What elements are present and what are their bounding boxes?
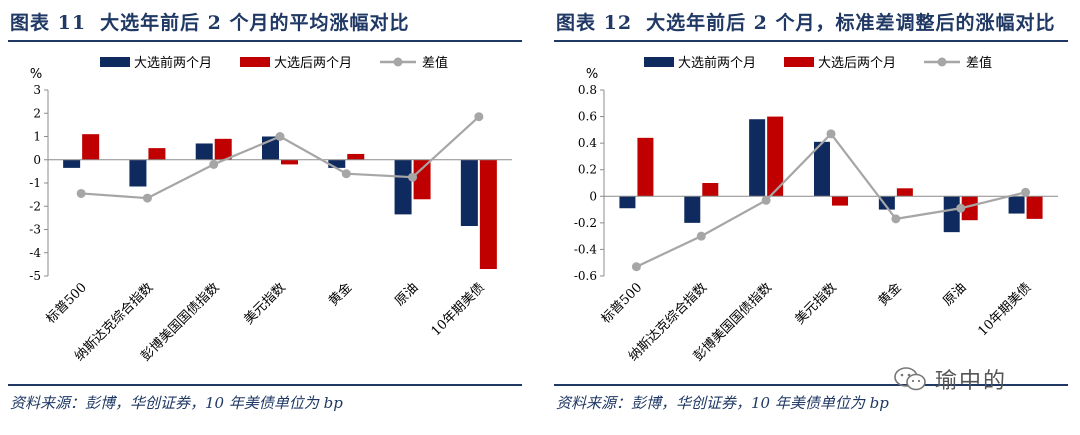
y-tick-label: 0.8 <box>578 83 597 97</box>
bar-before-4 <box>878 196 895 210</box>
diff-point-5 <box>956 203 966 213</box>
bar-before-4 <box>328 159 346 168</box>
bar-after-6 <box>479 159 497 270</box>
x-tick-label-5: 原油 <box>941 280 970 309</box>
diff-point-0 <box>631 262 641 272</box>
diff-point-3 <box>826 129 836 139</box>
y-tick-label: -4 <box>29 246 41 260</box>
bar-before-1 <box>684 196 701 223</box>
diff-point-0 <box>76 188 86 198</box>
diff-point-6 <box>474 112 484 122</box>
source-rule <box>8 384 522 386</box>
chart-title-12: 图表 12 大选年前后 2 个月，标准差调整后的涨幅对比 <box>556 12 1056 34</box>
legend-label-after: 大选后两个月 <box>274 56 352 71</box>
bar-before-0 <box>63 159 81 168</box>
source-note-11: 资料来源：彭博，华创证券，10 年美债单位为 bp <box>10 394 343 412</box>
legend-swatch-before <box>644 57 674 67</box>
bar-after-1 <box>702 183 719 197</box>
y-axis-label: % <box>586 67 598 82</box>
x-tick-label-0: 标普500 <box>43 280 90 327</box>
legend-label-before: 大选前两个月 <box>134 55 212 71</box>
diff-point-4 <box>341 169 351 179</box>
legend-marker-diff <box>937 57 947 67</box>
bar-after-3 <box>281 159 298 165</box>
bar-after-4 <box>896 188 913 197</box>
y-tick-label: 0.6 <box>578 110 597 124</box>
legend-label-after: 大选后两个月 <box>818 56 896 71</box>
diff-point-4 <box>891 214 901 224</box>
y-axis-label: % <box>30 67 42 82</box>
bar-before-2 <box>195 143 213 160</box>
chart-12: 大选前两个月 大选后两个月 差值%0.8 0.6 0.4 0.2 0 -0.2 -0.4 -0.6… <box>574 55 1058 364</box>
diff-point-2 <box>761 195 771 205</box>
y-tick-label: -2 <box>29 199 41 213</box>
diff-point-5 <box>408 172 418 182</box>
x-tick-label-0: 标普500 <box>599 280 646 327</box>
bar-after-5 <box>413 159 431 200</box>
title-rule <box>554 40 1068 42</box>
bar-before-5 <box>943 196 960 233</box>
bar-before-0 <box>619 196 636 209</box>
bar-before-3 <box>814 141 830 197</box>
source-note-12: 资料来源：彭博，华创证券，10 年美债单位为 bp <box>556 394 889 412</box>
source-rule <box>554 384 1068 386</box>
legend-marker-diff <box>393 57 403 67</box>
y-tick-label: 0.2 <box>578 163 597 177</box>
watermark-text: 瑜中的 <box>935 369 1008 394</box>
bar-after-6 <box>1026 196 1043 219</box>
watermark: 瑜中的 <box>893 362 1073 396</box>
y-tick-label: 2 <box>33 106 41 120</box>
legend-label-before: 大选前两个月 <box>678 55 756 71</box>
legend-swatch-after <box>784 57 814 67</box>
y-tick-label: -1 <box>29 176 41 190</box>
y-tick-label: -5 <box>29 269 41 283</box>
bar-before-6 <box>460 159 478 227</box>
legend-swatch-after <box>240 57 270 67</box>
y-tick-label: -0.4 <box>574 242 598 256</box>
bar-before-6 <box>1008 196 1025 214</box>
x-tick-label-6: 10年期美债 <box>975 280 1034 339</box>
bar-after-0 <box>82 134 100 160</box>
wechat-icon <box>894 367 926 391</box>
chart-title-11: 图表 11 大选年前后 2 个月的平均涨幅对比 <box>10 12 410 34</box>
x-tick-label-4: 黄金 <box>875 280 905 310</box>
diff-point-3 <box>275 132 285 141</box>
y-tick-label: 0.4 <box>578 136 597 150</box>
legend-swatch-before <box>100 57 130 67</box>
bar-before-1 <box>129 159 147 187</box>
y-tick-label: 0 <box>33 153 41 167</box>
chart-11: 大选前两个月 大选后两个月 差值%3210-1-2-3-4-5标普500纳斯达克综合… <box>29 55 512 364</box>
y-tick-label: 0 <box>589 189 597 203</box>
bar-after-4 <box>347 153 365 160</box>
legend-label-diff: 差值 <box>966 55 992 71</box>
bar-after-2 <box>767 116 784 197</box>
y-tick-label: -0.2 <box>574 216 597 230</box>
x-tick-label-4: 黄金 <box>325 280 355 310</box>
diff-point-1 <box>696 231 706 241</box>
y-tick-label: 3 <box>33 83 41 97</box>
chart-panel-11: 图表 11 大选年前后 2 个月的平均涨幅对比 大选前两个月 大选后两个月 差值% 3 2… <box>0 0 530 435</box>
chart-panel-12: 图表 12 大选年前后 2 个月，标准差调整后的涨幅对比 大选前两个月 大选后两个月… <box>546 0 1076 435</box>
bar-after-2 <box>214 138 232 160</box>
x-tick-label-6: 10年期美债 <box>429 280 488 339</box>
bar-before-2 <box>749 119 766 197</box>
diff-point-2 <box>209 159 219 169</box>
bar-before-5 <box>394 159 412 215</box>
x-tick-label-5: 原油 <box>392 280 421 309</box>
diff-point-6 <box>1021 187 1031 197</box>
bar-after-1 <box>148 148 166 160</box>
x-tick-label-3: 美元指数 <box>241 280 288 327</box>
x-tick-label-3: 美元指数 <box>792 280 839 327</box>
legend-label-diff: 差值 <box>422 55 448 71</box>
diff-point-1 <box>142 193 152 203</box>
y-tick-label: -3 <box>29 223 41 237</box>
bar-after-5 <box>961 196 978 221</box>
bar-after-3 <box>832 196 848 206</box>
y-tick-label: -0.6 <box>574 269 597 283</box>
y-tick-label: 1 <box>33 130 41 144</box>
bar-after-0 <box>637 137 654 197</box>
title-rule <box>8 40 522 42</box>
